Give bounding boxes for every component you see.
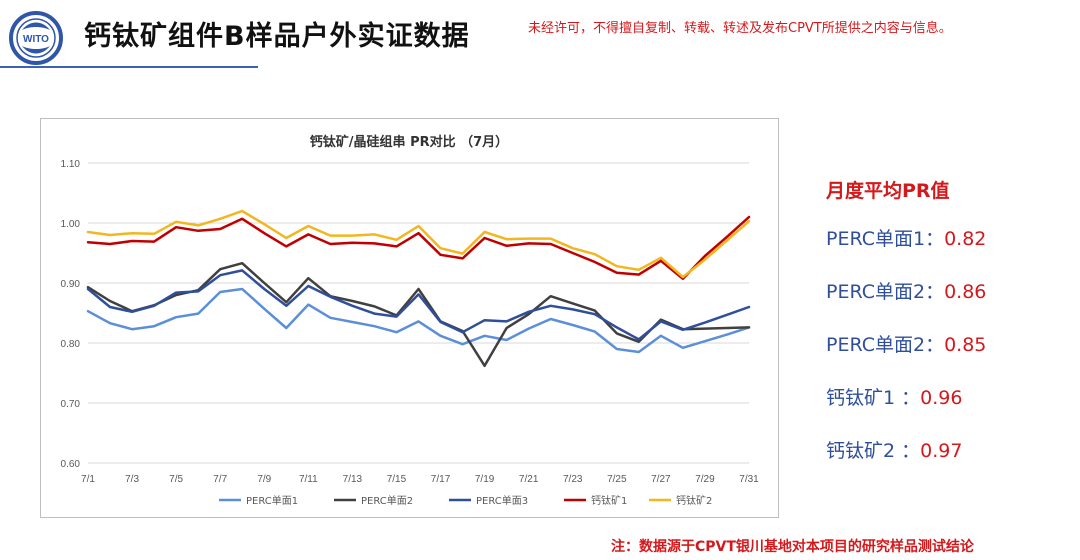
summary-label: PERC单面2： bbox=[826, 281, 945, 303]
legend-label: PERC单面1 bbox=[246, 495, 298, 507]
x-tick-label: 7/9 bbox=[257, 474, 271, 485]
summary-item-perc2: PERC单面2：0.86 bbox=[826, 277, 1076, 304]
x-tick-label: 7/27 bbox=[651, 474, 671, 485]
grid-lines bbox=[88, 162, 749, 464]
title-underline bbox=[0, 66, 258, 68]
summary-heading: 月度平均PR值 bbox=[826, 180, 950, 202]
copyright-disclaimer: 未经许可，不得擅自复制、转载、转述及发布CPVT所提供之内容与信息。 bbox=[528, 21, 952, 36]
x-tick-label: 7/7 bbox=[213, 474, 227, 485]
legend-label: PERC单面2 bbox=[361, 495, 413, 507]
x-tick-label: 7/25 bbox=[607, 474, 627, 485]
series-line bbox=[86, 209, 751, 279]
monthly-pr-summary: 月度平均PR值 PERC单面1：0.82 PERC单面2：0.86 PERC单面… bbox=[826, 176, 1076, 489]
x-tick-label: 7/17 bbox=[431, 474, 451, 485]
data-source-footnote: 注：数据源于CPVT银川基地对本项目的研究样品测试结论 bbox=[611, 539, 974, 555]
x-tick-label: 7/11 bbox=[299, 474, 318, 485]
summary-label: PERC单面2： bbox=[826, 334, 945, 356]
pr-line-chart: 钙钛矿/晶硅组串 PR对比 （7月） 0.60 0.70 0.80 0.90 1.00 1… bbox=[61, 134, 760, 507]
summary-label: 钙钛矿2 ： bbox=[826, 440, 921, 462]
legend-label: PERC单面3 bbox=[476, 495, 528, 507]
y-tick-label: 0.60 bbox=[61, 459, 81, 470]
summary-value: 0.86 bbox=[944, 281, 987, 303]
summary-label: 钙钛矿1 ： bbox=[826, 387, 921, 409]
legend-label: 钙钛矿1 bbox=[591, 494, 627, 507]
x-tick-label: 7/13 bbox=[343, 474, 363, 485]
y-tick-label: 1.10 bbox=[61, 159, 81, 170]
x-tick-label: 7/21 bbox=[519, 474, 539, 485]
x-tick-label: 7/19 bbox=[475, 474, 495, 485]
y-tick-label: 1.00 bbox=[61, 219, 81, 230]
y-tick-label: 0.90 bbox=[61, 279, 81, 290]
summary-item-perc1: PERC单面1：0.82 bbox=[826, 224, 1076, 251]
summary-value: 0.97 bbox=[920, 440, 963, 462]
summary-value: 0.85 bbox=[944, 334, 987, 356]
x-tick-label: 7/5 bbox=[169, 474, 183, 485]
chart-title: 钙钛矿/晶硅组串 PR对比 （7月） bbox=[310, 134, 508, 150]
x-tick-label: 7/31 bbox=[739, 474, 759, 485]
chart-frame: 钙钛矿/晶硅组串 PR对比 （7月） 0.60 0.70 0.80 0.90 1.00 1… bbox=[40, 118, 779, 518]
summary-label: PERC单面1： bbox=[826, 228, 945, 250]
chart-legend: PERC单面1 PERC单面2 PERC单面3 钙钛矿1 钙钛矿2 bbox=[219, 494, 712, 507]
summary-item-perovskite1: 钙钛矿1 ：0.96 bbox=[826, 383, 1076, 410]
x-tick-label: 7/3 bbox=[125, 474, 139, 485]
x-tick-label: 7/23 bbox=[563, 474, 583, 485]
series-lines bbox=[86, 209, 751, 368]
y-tick-label: 0.80 bbox=[61, 339, 81, 350]
x-tick-label: 7/1 bbox=[81, 474, 95, 485]
logo-text: WITO bbox=[23, 34, 49, 45]
x-axis-ticks: 7/1 7/3 7/5 7/7 7/9 7/11 7/13 7/15 7/17 7/19 7/21 7… bbox=[81, 474, 759, 485]
series-line bbox=[86, 269, 751, 341]
series-line bbox=[86, 287, 751, 354]
y-axis-ticks: 0.60 0.70 0.80 0.90 1.00 1.10 bbox=[61, 159, 81, 470]
page-title: 钙钛矿组件B样品户外实证数据 bbox=[84, 21, 470, 52]
summary-item-perovskite2: 钙钛矿2 ：0.97 bbox=[826, 436, 1076, 463]
legend-label: 钙钛矿2 bbox=[676, 494, 712, 507]
summary-value: 0.96 bbox=[920, 387, 963, 409]
summary-item-perc3: PERC单面2：0.85 bbox=[826, 330, 1076, 357]
x-tick-label: 7/15 bbox=[387, 474, 407, 485]
series-line bbox=[86, 215, 751, 281]
summary-value: 0.82 bbox=[944, 228, 987, 250]
wito-logo: WITO bbox=[9, 11, 63, 65]
y-tick-label: 0.70 bbox=[61, 399, 81, 410]
x-tick-label: 7/29 bbox=[695, 474, 715, 485]
